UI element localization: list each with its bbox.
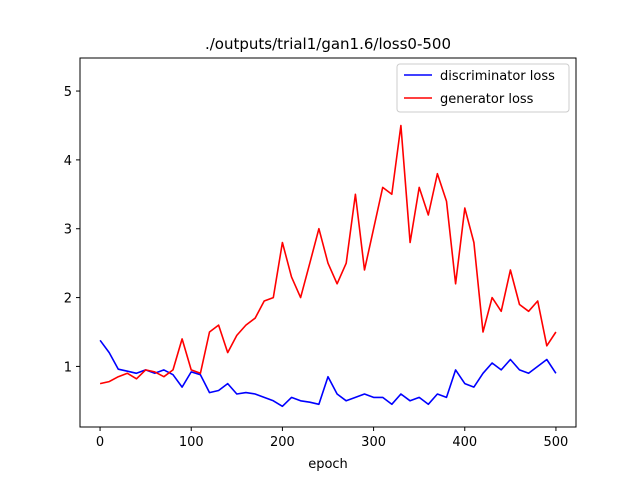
y-tick-label: 3 <box>64 223 72 238</box>
x-tick-label: 300 <box>361 435 386 450</box>
axes-frame <box>79 57 577 428</box>
series-line-generator-loss <box>99 124 557 385</box>
legend: discriminator loss generator loss <box>396 63 570 113</box>
legend-label-generator: generator loss <box>440 92 534 107</box>
x-axis-label: epoch <box>308 457 348 472</box>
x-tick-label: 400 <box>452 435 477 450</box>
legend-label-discriminator: discriminator loss <box>440 69 555 84</box>
x-tick-label: 500 <box>544 435 569 450</box>
plot-area <box>99 124 557 408</box>
y-tick-label: 1 <box>64 360 72 375</box>
legend-box <box>396 63 570 113</box>
series-line-discriminator-loss <box>99 339 557 408</box>
y-axis: 1 2 3 4 5 <box>64 85 80 375</box>
y-tick-label: 4 <box>64 154 72 169</box>
x-tick-label: 100 <box>179 435 204 450</box>
y-tick-label: 5 <box>64 85 72 100</box>
y-tick-label: 2 <box>64 292 72 307</box>
x-axis: 0 100 200 300 400 500 <box>96 427 568 450</box>
x-tick-label: 0 <box>96 435 104 450</box>
x-tick-label: 200 <box>270 435 295 450</box>
chart-title: ./outputs/trial1/gan1.6/loss0-500 <box>205 35 451 53</box>
